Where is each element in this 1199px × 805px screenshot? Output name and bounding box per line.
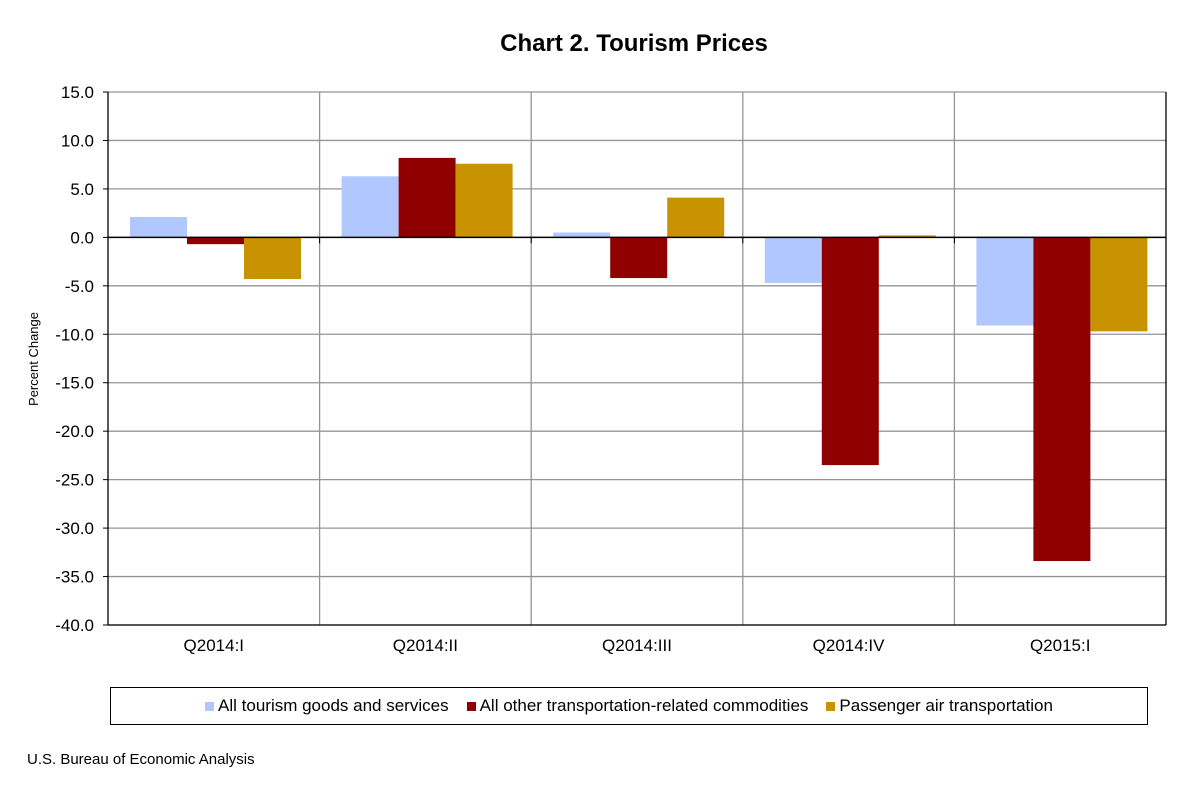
bar-0-0 xyxy=(130,217,187,238)
y-axis-label: Percent Change xyxy=(26,312,41,406)
chart-title: Chart 2. Tourism Prices xyxy=(500,30,768,57)
legend-item: All tourism goods and services xyxy=(205,696,449,716)
bar-1-0 xyxy=(341,176,399,238)
y-tick-label: -35.0 xyxy=(55,568,94,587)
y-tick-label: -5.0 xyxy=(65,277,94,296)
bar-3-0 xyxy=(764,237,822,283)
legend-label: All other transportation-related commodi… xyxy=(479,696,809,715)
bar-2-0 xyxy=(553,232,611,238)
legend-label: Passenger air transportation xyxy=(839,696,1053,715)
bar-2-1 xyxy=(610,237,668,279)
bar-1-1 xyxy=(398,157,456,238)
y-tick-label: -25.0 xyxy=(55,471,94,490)
bar-4-1 xyxy=(1033,237,1091,562)
source-note: U.S. Bureau of Economic Analysis xyxy=(27,751,255,768)
y-tick-label: 0.0 xyxy=(70,228,94,247)
bar-0-2 xyxy=(244,237,301,280)
x-tick-label: Q2014:IV xyxy=(813,636,885,655)
x-tick-label: Q2014:II xyxy=(393,636,458,655)
x-tick-label: Q2014:I xyxy=(184,636,245,655)
bar-4-0 xyxy=(976,237,1034,326)
bar-2-2 xyxy=(667,197,725,238)
bar-3-2 xyxy=(878,235,936,238)
legend-swatch xyxy=(826,701,836,711)
legend-swatch xyxy=(466,701,476,711)
y-tick-label: -10.0 xyxy=(55,325,94,344)
bar-1-2 xyxy=(455,163,513,238)
y-tick-label: -30.0 xyxy=(55,519,94,538)
y-tick-label: 5.0 xyxy=(70,180,94,199)
y-tick-label: 10.0 xyxy=(61,131,94,150)
bar-4-2 xyxy=(1090,237,1148,332)
y-tick-label: -15.0 xyxy=(55,374,94,393)
legend-swatch xyxy=(205,701,215,711)
bar-0-1 xyxy=(187,237,244,245)
x-tick-label: Q2015:I xyxy=(1030,636,1091,655)
legend-label: All tourism goods and services xyxy=(218,696,449,715)
legend: All tourism goods and services All other … xyxy=(110,687,1148,725)
legend-item: Passenger air transportation xyxy=(826,696,1053,716)
y-tick-label: 15.0 xyxy=(61,83,94,102)
bar-3-1 xyxy=(821,237,879,466)
legend-item: All other transportation-related commodi… xyxy=(466,696,809,716)
y-tick-label: -20.0 xyxy=(55,422,94,441)
x-tick-label: Q2014:III xyxy=(602,636,672,655)
y-tick-label: -40.0 xyxy=(55,616,94,635)
